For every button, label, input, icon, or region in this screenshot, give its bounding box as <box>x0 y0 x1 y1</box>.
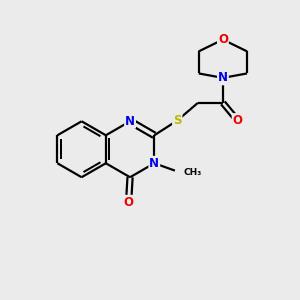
Text: O: O <box>218 33 228 46</box>
Text: O: O <box>232 114 243 127</box>
Text: N: N <box>218 71 228 84</box>
Text: N: N <box>125 115 135 128</box>
Text: O: O <box>124 196 134 209</box>
Text: N: N <box>149 157 159 170</box>
Text: S: S <box>173 114 182 127</box>
Text: CH₃: CH₃ <box>183 168 201 177</box>
